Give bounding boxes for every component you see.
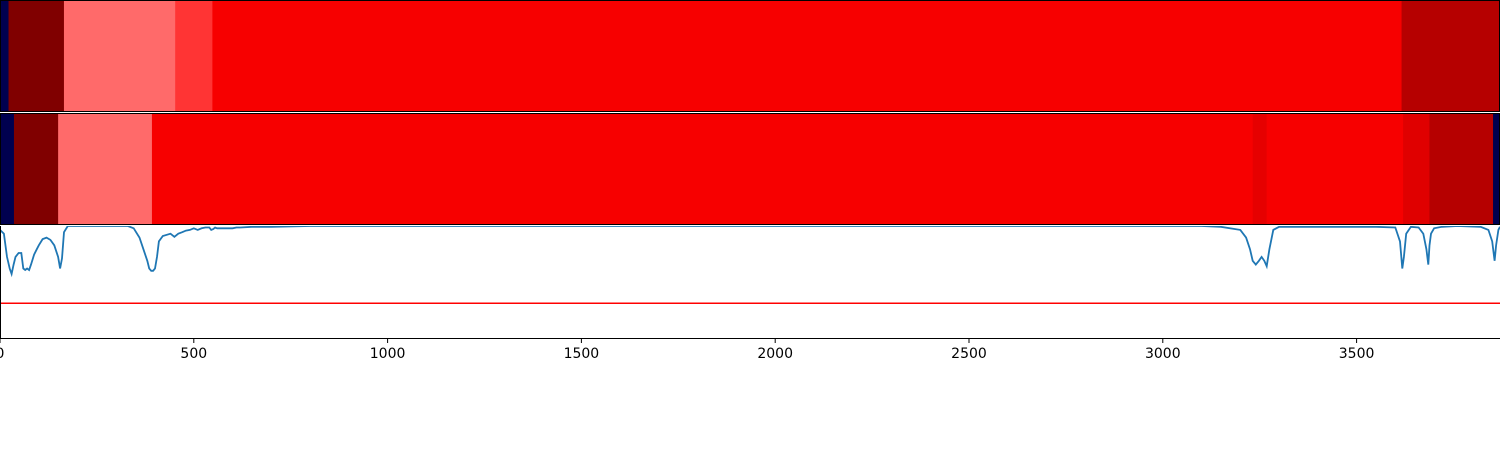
heatmap-cell-0-5 <box>1401 0 1500 112</box>
series-line-0 <box>0 226 1500 278</box>
heatmap-cell-1-3 <box>151 113 1254 225</box>
x-tick-label: 3000 <box>1145 346 1181 362</box>
x-tick-label: 2500 <box>951 346 987 362</box>
heatmap-cell-0-2 <box>63 0 176 112</box>
line-plot-panel <box>0 226 1500 339</box>
heatmap-cell-0-3 <box>175 0 213 112</box>
heatmap-panel-top <box>0 0 1500 112</box>
heatmap-cell-1-0 <box>0 113 15 225</box>
heatmap-cell-0-0 <box>0 0 10 112</box>
heatmap-cell-0-1 <box>8 0 65 112</box>
x-tick-label: 1000 <box>370 346 406 362</box>
x-axis: 0 500 1000 1500 2000 2500 3000 3500 <box>0 338 1374 362</box>
heatmap-panel-middle <box>0 113 1500 225</box>
heatmap-cell-1-2 <box>58 113 153 225</box>
heatmap-cell-1-8 <box>1493 113 1500 225</box>
x-tick-label: 1500 <box>564 346 600 362</box>
heatmap-cell-1-7 <box>1429 113 1494 225</box>
x-tick-label: 500 <box>180 346 207 362</box>
x-tick-label: 2000 <box>757 346 793 362</box>
x-tick-label: 0 <box>0 346 4 362</box>
x-tick-label: 3500 <box>1339 346 1375 362</box>
heatmap-cell-1-5 <box>1266 113 1404 225</box>
heatmap-cell-1-1 <box>13 113 59 225</box>
heatmap-cell-1-4 <box>1252 113 1268 225</box>
heatmap-cell-1-6 <box>1403 113 1430 225</box>
heatmap-cell-0-4 <box>212 0 1403 112</box>
